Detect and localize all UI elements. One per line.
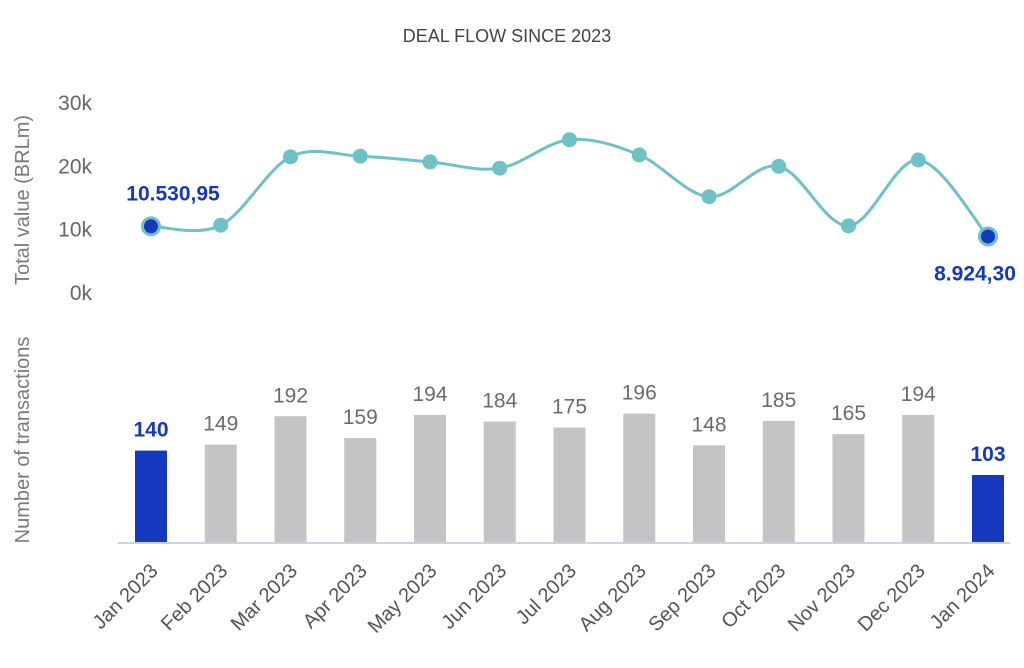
bar-value-label: 149 (203, 413, 238, 436)
bar (832, 434, 865, 543)
bar-value-label: 196 (622, 382, 657, 405)
bar-value-label: 185 (761, 389, 796, 412)
bar-value-label: 103 (970, 443, 1005, 466)
x-category-label: Apr 2023 (299, 560, 372, 633)
bar-value-label: 148 (691, 413, 726, 436)
bar (274, 416, 307, 543)
bar-value-label: 140 (133, 419, 168, 442)
chart-title: DEAL FLOW SINCE 2023 (403, 26, 611, 46)
bar (483, 421, 516, 543)
bar (553, 427, 586, 543)
x-category-label: Jun 2023 (438, 560, 512, 634)
line-point (701, 189, 717, 205)
x-category-label: Aug 2023 (575, 560, 651, 636)
bar (972, 475, 1004, 543)
line-point (283, 149, 298, 165)
line-point (771, 158, 787, 174)
line-point (841, 218, 856, 234)
bar (135, 450, 167, 543)
bar (414, 414, 446, 543)
y-tick-label: 30k (58, 92, 92, 115)
line-point-value-label: 8.924,30 (934, 262, 1016, 285)
bar-value-label: 192 (273, 384, 308, 407)
x-category-label: Nov 2023 (784, 560, 860, 636)
bar (762, 420, 795, 543)
x-category-label: May 2023 (364, 560, 442, 638)
bar-series: 140 149 192 159 194 184 175 196 148 185 165 194 103 (133, 382, 1006, 543)
x-category-label: Mar 2023 (227, 560, 302, 635)
line-point (631, 147, 647, 163)
line-y-axis-title: Total value (BRLm) (12, 115, 34, 285)
bar-value-label: 194 (412, 383, 447, 406)
bar (623, 413, 656, 543)
line-point (352, 148, 368, 164)
x-category-label: Jan 2024 (926, 560, 1000, 634)
bar (344, 438, 377, 543)
line-point-highlight (981, 229, 995, 244)
y-tick-label: 0k (70, 282, 93, 305)
bar-value-label: 159 (343, 406, 378, 429)
y-tick-label: 20k (58, 155, 92, 178)
bar-value-label: 194 (901, 383, 936, 406)
total-value-line (150, 137, 990, 238)
x-category-label: Oct 2023 (717, 560, 790, 633)
bar (204, 444, 237, 543)
line-point-highlight (144, 219, 158, 234)
bar-y-axis-title: Number of transactions (12, 337, 34, 544)
line-y-axis-ticks: 0k 10k 20k 30k (58, 92, 92, 305)
x-category-label: Sep 2023 (644, 560, 720, 636)
bar-value-label: 184 (482, 390, 517, 413)
bar (902, 414, 935, 543)
line-point (422, 154, 438, 170)
line-point-value-label: 10.530,95 (126, 182, 220, 205)
line-points: 10.530,95 8.924,30 (126, 132, 1016, 285)
bar-value-label: 175 (552, 396, 587, 419)
bar (693, 445, 725, 543)
line-point (910, 152, 926, 168)
x-category-label: Jan 2023 (89, 560, 163, 634)
line-point (213, 217, 229, 233)
x-category-label: Dec 2023 (854, 560, 930, 636)
line-point (562, 132, 577, 148)
line-point (492, 160, 508, 176)
y-tick-label: 10k (58, 219, 92, 242)
bar-value-label: 165 (831, 402, 866, 425)
x-category-label: Feb 2023 (157, 560, 232, 635)
x-category-label: Jul 2023 (512, 560, 581, 629)
